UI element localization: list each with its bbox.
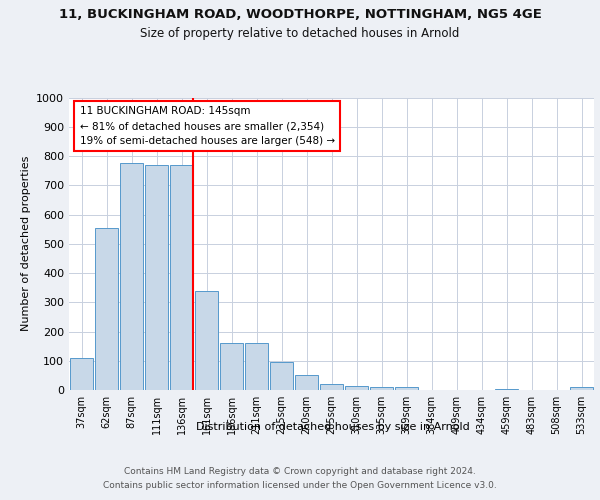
Bar xyxy=(70,358,94,390)
Text: Contains HM Land Registry data © Crown copyright and database right 2024.: Contains HM Land Registry data © Crown c… xyxy=(124,468,476,476)
Bar xyxy=(95,228,118,390)
Bar xyxy=(320,384,343,390)
Text: Size of property relative to detached houses in Arnold: Size of property relative to detached ho… xyxy=(140,28,460,40)
Bar xyxy=(194,290,218,390)
Bar xyxy=(145,165,169,390)
Bar xyxy=(269,362,293,390)
Bar xyxy=(494,388,518,390)
Text: Contains public sector information licensed under the Open Government Licence v3: Contains public sector information licen… xyxy=(103,481,497,490)
Text: 11, BUCKINGHAM ROAD, WOODTHORPE, NOTTINGHAM, NG5 4GE: 11, BUCKINGHAM ROAD, WOODTHORPE, NOTTING… xyxy=(59,8,541,20)
Bar xyxy=(220,343,244,390)
Text: Distribution of detached houses by size in Arnold: Distribution of detached houses by size … xyxy=(196,422,470,432)
Bar xyxy=(395,387,418,390)
Text: 11 BUCKINGHAM ROAD: 145sqm
← 81% of detached houses are smaller (2,354)
19% of s: 11 BUCKINGHAM ROAD: 145sqm ← 81% of deta… xyxy=(79,106,335,146)
Bar xyxy=(119,164,143,390)
Bar xyxy=(370,387,394,390)
Bar xyxy=(170,165,193,390)
Y-axis label: Number of detached properties: Number of detached properties xyxy=(20,156,31,332)
Bar xyxy=(569,387,593,390)
Bar xyxy=(295,376,319,390)
Bar xyxy=(245,343,268,390)
Bar xyxy=(344,386,368,390)
